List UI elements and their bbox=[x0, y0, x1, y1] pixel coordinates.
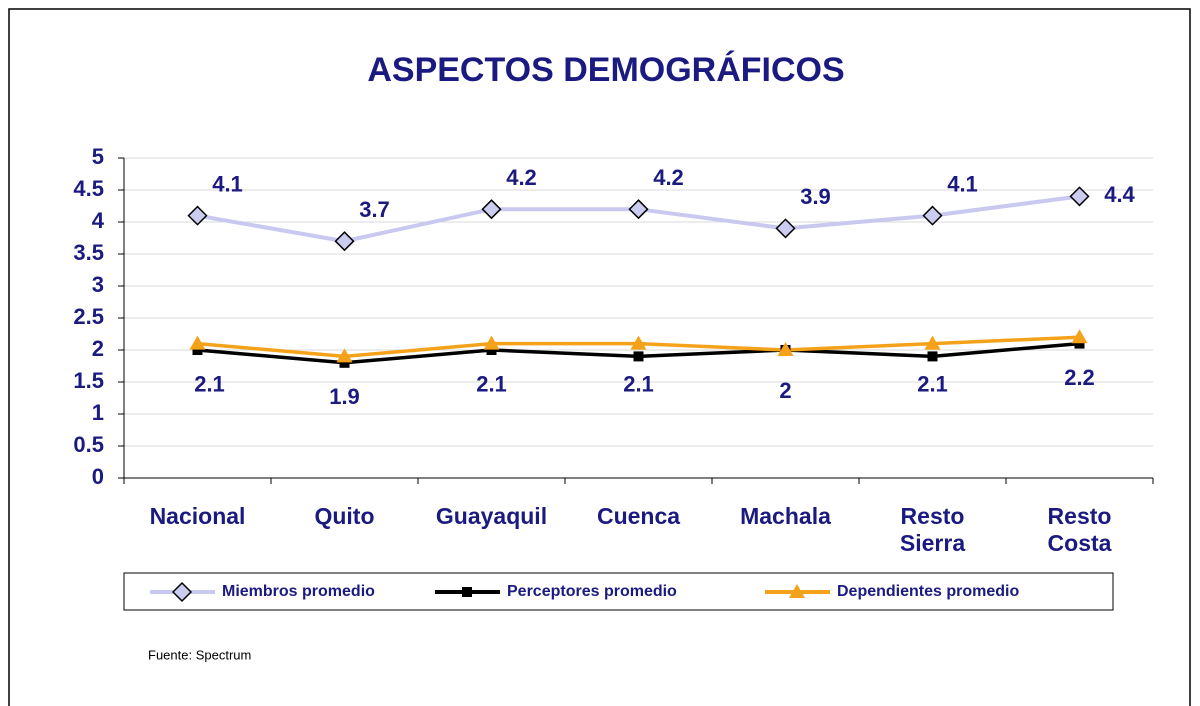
marker bbox=[1074, 338, 1085, 349]
y-tick-label: 0.5 bbox=[73, 432, 104, 457]
data-label: 2.2 bbox=[1064, 365, 1095, 390]
chart-title: ASPECTOS DEMOGRÁFICOS bbox=[367, 51, 844, 89]
marker bbox=[1069, 186, 1090, 207]
marker bbox=[628, 199, 649, 220]
marker bbox=[192, 345, 203, 355]
y-tick-label: 4.5 bbox=[73, 176, 104, 201]
x-tick-label: Resto Sierra bbox=[899, 503, 966, 556]
marker bbox=[775, 218, 796, 239]
marker bbox=[633, 351, 644, 362]
marker bbox=[789, 584, 805, 598]
marker bbox=[171, 581, 193, 603]
data-label: 1.9 bbox=[329, 384, 360, 409]
marker bbox=[927, 351, 938, 362]
x-tick-label: Quito bbox=[314, 503, 375, 529]
y-tick-label: 0 bbox=[92, 464, 104, 489]
x-tick-label: Guayaquil bbox=[435, 503, 548, 529]
data-label: 2.1 bbox=[194, 371, 225, 396]
marker bbox=[336, 348, 353, 363]
y-tick-label: 1.5 bbox=[73, 368, 104, 393]
data-label: 2.1 bbox=[476, 371, 507, 396]
source: Fuente: Spectrum bbox=[148, 647, 251, 662]
data-label: 4.1 bbox=[212, 171, 243, 196]
marker bbox=[481, 199, 502, 220]
x-tick-label: Resto Costa bbox=[1047, 503, 1112, 556]
x-tick-label: Nacional bbox=[149, 503, 246, 529]
marker bbox=[334, 231, 355, 252]
marker bbox=[189, 335, 206, 350]
data-label: 2.1 bbox=[623, 371, 654, 396]
marker bbox=[630, 335, 647, 350]
marker bbox=[483, 335, 500, 350]
marker bbox=[187, 205, 208, 226]
marker bbox=[1071, 329, 1088, 344]
legend-label: Miembros promedio bbox=[222, 583, 375, 600]
marker bbox=[486, 345, 497, 355]
frame bbox=[8, 8, 1191, 706]
marker bbox=[777, 342, 794, 356]
y-tick-label: 3 bbox=[92, 272, 104, 297]
x-tick-label: Cuenca bbox=[596, 503, 681, 529]
y-tick-label: 5 bbox=[92, 144, 104, 169]
data-label: 4.2 bbox=[653, 165, 684, 190]
data-label: 2.1 bbox=[917, 371, 948, 396]
y-tick-label: 4 bbox=[92, 208, 105, 233]
marker bbox=[339, 357, 350, 368]
y-tick-label: 2.5 bbox=[73, 304, 104, 329]
data-label: 4.4 bbox=[1104, 182, 1135, 207]
legend-box bbox=[123, 572, 1114, 611]
marker bbox=[462, 587, 472, 597]
y-tick-label: 3.5 bbox=[73, 240, 104, 265]
data-label: 3.9 bbox=[800, 184, 831, 209]
y-tick-label: 1 bbox=[92, 400, 104, 425]
marker bbox=[922, 205, 943, 226]
data-label: 4.1 bbox=[947, 171, 978, 196]
legend-label: Dependientes promedio bbox=[837, 583, 1019, 600]
data-label: 3.7 bbox=[359, 197, 390, 222]
x-tick-label: Machala bbox=[740, 503, 831, 529]
y-tick-label: 2 bbox=[92, 336, 104, 361]
legend-label: Perceptores promedio bbox=[507, 583, 677, 600]
data-label: 2 bbox=[779, 378, 791, 403]
data-label: 4.2 bbox=[506, 165, 537, 190]
marker bbox=[924, 335, 941, 350]
